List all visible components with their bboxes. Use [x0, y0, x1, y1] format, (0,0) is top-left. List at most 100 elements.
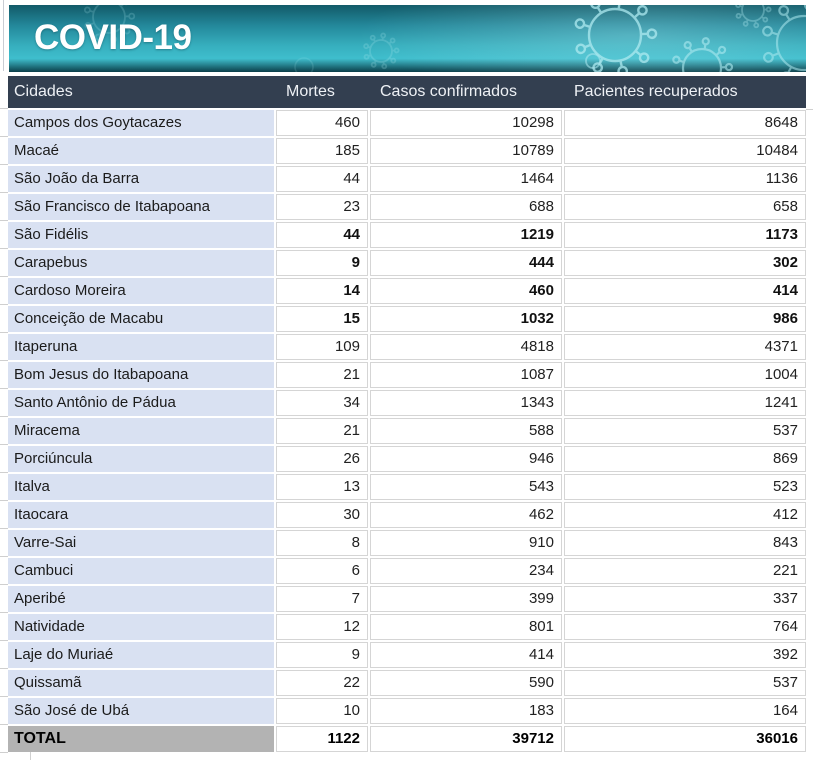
- city-cell[interactable]: Cambuci: [8, 558, 274, 584]
- recovered-patients-cell[interactable]: 392: [564, 642, 806, 668]
- recovered-patients-cell[interactable]: 164: [564, 698, 806, 724]
- deaths-cell[interactable]: 30: [276, 502, 368, 528]
- gutter-gridline: [3, 0, 4, 71]
- recovered-patients-cell[interactable]: 658: [564, 194, 806, 220]
- total-deaths-cell[interactable]: 1122: [276, 726, 368, 752]
- deaths-cell[interactable]: 7: [276, 586, 368, 612]
- deaths-cell[interactable]: 12: [276, 614, 368, 640]
- table-row: Italva 13 543 523: [8, 474, 806, 500]
- recovered-patients-cell[interactable]: 843: [564, 530, 806, 556]
- deaths-cell[interactable]: 14: [276, 278, 368, 304]
- column-header-casos-confirmados[interactable]: Casos confirmados: [380, 83, 517, 100]
- total-confirmed-cell[interactable]: 39712: [370, 726, 562, 752]
- recovered-patients-cell[interactable]: 537: [564, 418, 806, 444]
- confirmed-cases-cell[interactable]: 1032: [370, 306, 562, 332]
- total-recovered-cell[interactable]: 36016: [564, 726, 806, 752]
- city-cell[interactable]: Bom Jesus do Itabapoana: [8, 362, 274, 388]
- table-row: Itaperuna 109 4818 4371: [8, 334, 806, 360]
- confirmed-cases-cell[interactable]: 183: [370, 698, 562, 724]
- deaths-cell[interactable]: 185: [276, 138, 368, 164]
- deaths-cell[interactable]: 44: [276, 166, 368, 192]
- recovered-patients-cell[interactable]: 412: [564, 502, 806, 528]
- recovered-patients-cell[interactable]: 1241: [564, 390, 806, 416]
- confirmed-cases-cell[interactable]: 10298: [370, 110, 562, 136]
- city-cell[interactable]: Itaocara: [8, 502, 274, 528]
- city-cell[interactable]: São Fidélis: [8, 222, 274, 248]
- confirmed-cases-cell[interactable]: 590: [370, 670, 562, 696]
- city-cell[interactable]: Cardoso Moreira: [8, 278, 274, 304]
- confirmed-cases-cell[interactable]: 399: [370, 586, 562, 612]
- confirmed-cases-cell[interactable]: 460: [370, 278, 562, 304]
- virus-illustration-icon: [83, 5, 806, 72]
- city-cell[interactable]: São José de Ubá: [8, 698, 274, 724]
- recovered-patients-cell[interactable]: 4371: [564, 334, 806, 360]
- deaths-cell[interactable]: 8: [276, 530, 368, 556]
- confirmed-cases-cell[interactable]: 588: [370, 418, 562, 444]
- confirmed-cases-cell[interactable]: 414: [370, 642, 562, 668]
- deaths-cell[interactable]: 460: [276, 110, 368, 136]
- city-cell[interactable]: Macaé: [8, 138, 274, 164]
- confirmed-cases-cell[interactable]: 801: [370, 614, 562, 640]
- recovered-patients-cell[interactable]: 414: [564, 278, 806, 304]
- city-cell[interactable]: Miracema: [8, 418, 274, 444]
- city-cell[interactable]: São João da Barra: [8, 166, 274, 192]
- confirmed-cases-cell[interactable]: 462: [370, 502, 562, 528]
- confirmed-cases-cell[interactable]: 10789: [370, 138, 562, 164]
- deaths-cell[interactable]: 9: [276, 250, 368, 276]
- deaths-cell[interactable]: 26: [276, 446, 368, 472]
- city-cell[interactable]: Conceição de Macabu: [8, 306, 274, 332]
- recovered-patients-cell[interactable]: 302: [564, 250, 806, 276]
- city-cell[interactable]: Carapebus: [8, 250, 274, 276]
- column-header-mortes[interactable]: Mortes: [286, 83, 335, 100]
- recovered-patients-cell[interactable]: 523: [564, 474, 806, 500]
- deaths-cell[interactable]: 44: [276, 222, 368, 248]
- deaths-cell[interactable]: 34: [276, 390, 368, 416]
- city-cell[interactable]: Aperibé: [8, 586, 274, 612]
- city-cell[interactable]: Italva: [8, 474, 274, 500]
- deaths-cell[interactable]: 109: [276, 334, 368, 360]
- deaths-cell[interactable]: 10: [276, 698, 368, 724]
- confirmed-cases-cell[interactable]: 4818: [370, 334, 562, 360]
- city-cell[interactable]: Quissamã: [8, 670, 274, 696]
- total-label-cell[interactable]: TOTAL: [8, 726, 274, 752]
- confirmed-cases-cell[interactable]: 543: [370, 474, 562, 500]
- city-cell[interactable]: Campos dos Goytacazes: [8, 110, 274, 136]
- deaths-cell[interactable]: 22: [276, 670, 368, 696]
- recovered-patients-cell[interactable]: 764: [564, 614, 806, 640]
- deaths-cell[interactable]: 21: [276, 418, 368, 444]
- recovered-patients-cell[interactable]: 1136: [564, 166, 806, 192]
- column-header-pacientes-recuperados[interactable]: Pacientes recuperados: [574, 83, 738, 100]
- recovered-patients-cell[interactable]: 986: [564, 306, 806, 332]
- column-header-cidades[interactable]: Cidades: [14, 83, 73, 100]
- deaths-cell[interactable]: 21: [276, 362, 368, 388]
- deaths-cell[interactable]: 23: [276, 194, 368, 220]
- recovered-patients-cell[interactable]: 8648: [564, 110, 806, 136]
- recovered-patients-cell[interactable]: 1173: [564, 222, 806, 248]
- city-cell[interactable]: Santo Antônio de Pádua: [8, 390, 274, 416]
- confirmed-cases-cell[interactable]: 910: [370, 530, 562, 556]
- city-cell[interactable]: Natividade: [8, 614, 274, 640]
- confirmed-cases-cell[interactable]: 1343: [370, 390, 562, 416]
- city-cell[interactable]: Itaperuna: [8, 334, 274, 360]
- deaths-cell[interactable]: 15: [276, 306, 368, 332]
- confirmed-cases-cell[interactable]: 1219: [370, 222, 562, 248]
- recovered-patients-cell[interactable]: 221: [564, 558, 806, 584]
- city-cell[interactable]: Porciúncula: [8, 446, 274, 472]
- city-cell[interactable]: Laje do Muriaé: [8, 642, 274, 668]
- confirmed-cases-cell[interactable]: 946: [370, 446, 562, 472]
- confirmed-cases-cell[interactable]: 444: [370, 250, 562, 276]
- confirmed-cases-cell[interactable]: 688: [370, 194, 562, 220]
- confirmed-cases-cell[interactable]: 234: [370, 558, 562, 584]
- recovered-patients-cell[interactable]: 1004: [564, 362, 806, 388]
- deaths-cell[interactable]: 6: [276, 558, 368, 584]
- city-cell[interactable]: Varre-Sai: [8, 530, 274, 556]
- recovered-patients-cell[interactable]: 337: [564, 586, 806, 612]
- city-cell[interactable]: São Francisco de Itabapoana: [8, 194, 274, 220]
- confirmed-cases-cell[interactable]: 1087: [370, 362, 562, 388]
- deaths-cell[interactable]: 13: [276, 474, 368, 500]
- confirmed-cases-cell[interactable]: 1464: [370, 166, 562, 192]
- recovered-patients-cell[interactable]: 869: [564, 446, 806, 472]
- recovered-patients-cell[interactable]: 537: [564, 670, 806, 696]
- recovered-patients-cell[interactable]: 10484: [564, 138, 806, 164]
- deaths-cell[interactable]: 9: [276, 642, 368, 668]
